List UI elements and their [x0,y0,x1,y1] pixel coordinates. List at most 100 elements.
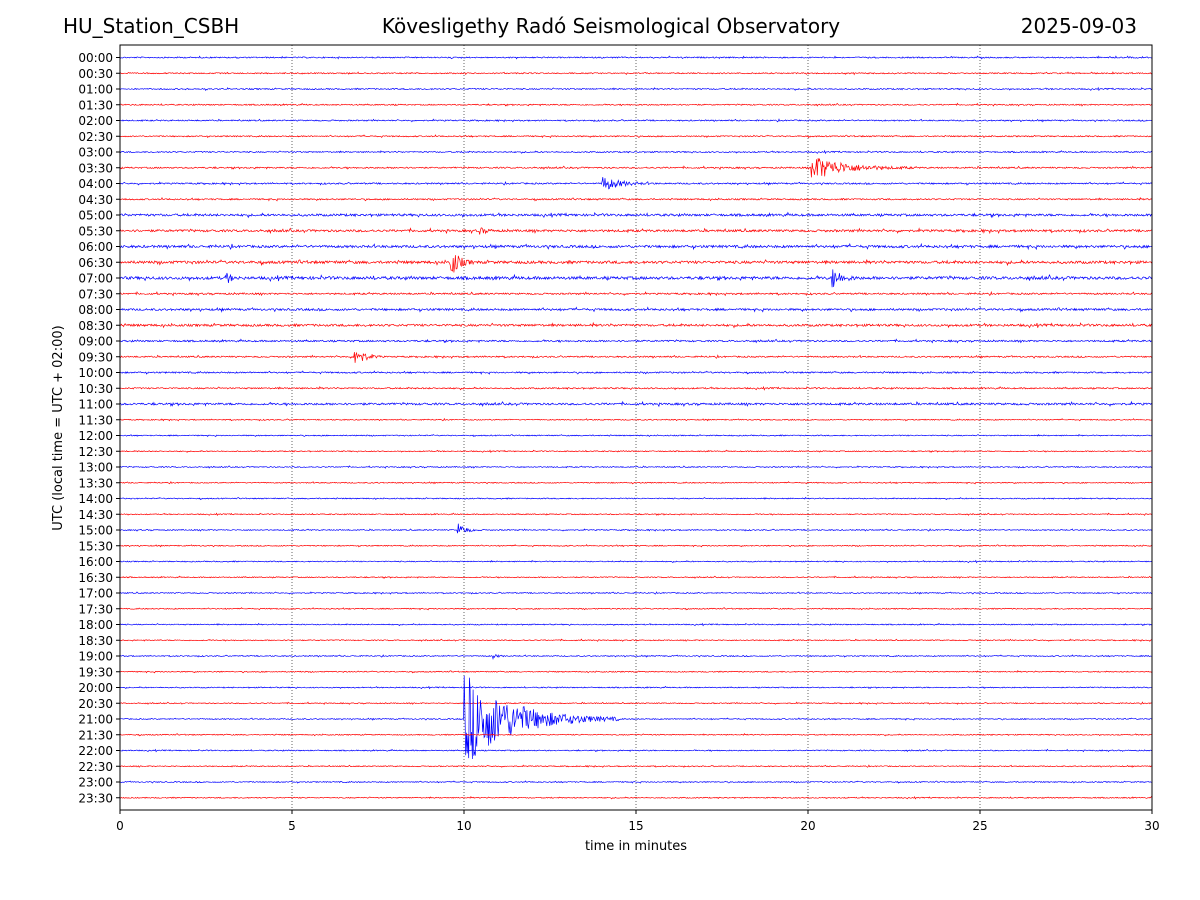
x-axis-ticks: 0 5 10 15 20 25 30 [116,810,1160,833]
trace-2300 [119,780,1153,784]
y-tick-label: 23:00 [78,776,113,790]
trace-1100 [119,400,1153,408]
y-tick-label: 06:00 [78,240,113,254]
chart-title: Kövesligethy Radó Seismological Observat… [381,14,841,38]
y-tick-label: 20:00 [78,681,113,695]
trace-0700 [119,269,1153,288]
y-tick-label: 21:00 [78,713,113,727]
gridlines [291,45,981,810]
trace-0200 [119,118,1153,123]
trace-1630 [119,575,1153,579]
y-tick-label: 21:30 [78,728,113,742]
y-tick-label: 10:30 [78,382,113,396]
y-axis-label: UTC (local time = UTC + 02:00) [51,325,66,530]
trace-2230 [119,764,1153,768]
y-tick-label: 22:30 [78,760,113,774]
y-tick-label: 12:00 [78,429,113,443]
y-tick-label: 02:00 [78,114,113,128]
trace-1900 [119,653,1153,661]
y-tick-label: 15:00 [78,524,113,538]
y-tick-label: 08:30 [78,319,113,333]
x-axis-label: time in minutes [585,839,687,854]
trace-0630 [119,255,1153,273]
trace-1000 [119,370,1153,375]
trace-0600 [119,242,1153,251]
trace-0930 [119,351,1153,363]
x-tick-label: 10 [456,819,471,833]
y-tick-label: 16:00 [78,555,113,569]
y-tick-label: 08:00 [78,303,113,317]
trace-2000 [119,685,1153,690]
trace-1200 [119,433,1153,438]
x-tick-label: 0 [116,819,124,833]
chart-date: 2025-09-03 [1020,14,1137,38]
trace-0330 [119,157,1153,178]
x-tick-label: 25 [972,819,987,833]
trace-0800 [119,306,1153,313]
y-tick-label: 02:30 [78,130,113,144]
trace-2100 [119,675,1152,760]
trace-1600 [119,559,1153,564]
y-tick-label: 18:30 [78,634,113,648]
y-tick-label: 05:00 [78,209,113,223]
y-tick-label: 17:30 [78,602,113,616]
y-tick-label: 23:30 [78,791,113,805]
y-tick-label: 00:00 [78,51,113,65]
trace-1300 [119,465,1153,469]
trace-1230 [119,449,1152,453]
y-tick-label: 05:30 [78,224,113,238]
trace-0300 [119,149,1153,155]
y-tick-label: 03:30 [78,161,113,175]
y-tick-label: 20:30 [78,697,113,711]
trace-1430 [119,512,1153,517]
y-tick-label: 03:00 [78,146,113,160]
trace-1830 [119,638,1153,642]
y-tick-label: 01:00 [78,83,113,97]
y-tick-label: 22:00 [78,744,113,758]
trace-0100 [119,86,1153,92]
y-tick-label: 07:30 [78,287,113,301]
trace-0900 [119,338,1153,344]
y-tick-label: 19:30 [78,665,113,679]
x-tick-label: 30 [1144,819,1159,833]
y-tick-label: 04:30 [78,193,113,207]
y-tick-label: 09:00 [78,335,113,349]
y-tick-label: 12:30 [78,445,113,459]
y-tick-label: 01:30 [78,98,113,112]
y-tick-label: 16:30 [78,571,113,585]
trace-0030 [119,71,1153,76]
trace-2330 [119,796,1153,800]
trace-0530 [119,227,1153,235]
y-tick-label: 06:30 [78,256,113,270]
seismic-traces [119,55,1153,800]
trace-0730 [119,290,1153,297]
trace-0130 [119,102,1153,107]
trace-2130 [119,733,1153,737]
trace-1030 [119,385,1153,391]
y-tick-label: 11:30 [78,413,113,427]
trace-0400 [119,177,1153,190]
y-tick-label: 13:00 [78,461,113,475]
x-tick-label: 20 [800,819,815,833]
trace-0230 [119,134,1153,139]
y-tick-label: 17:00 [78,587,113,601]
y-tick-label: 14:00 [78,492,113,506]
y-tick-label: 15:30 [78,539,113,553]
x-tick-label: 5 [288,819,296,833]
trace-0000 [119,55,1153,60]
trace-1800 [119,622,1153,627]
trace-1930 [120,670,1153,674]
trace-2200 [119,748,1152,753]
trace-1700 [119,591,1153,595]
trace-1730 [119,607,1153,611]
y-tick-label: 18:00 [78,618,113,632]
trace-0430 [119,196,1153,202]
y-tick-label: 10:00 [78,366,113,380]
trace-1130 [119,417,1153,422]
y-tick-label: 19:00 [78,650,113,664]
y-tick-label: 14:30 [78,508,113,522]
y-tick-label: 09:30 [78,350,113,364]
trace-1400 [119,496,1153,501]
